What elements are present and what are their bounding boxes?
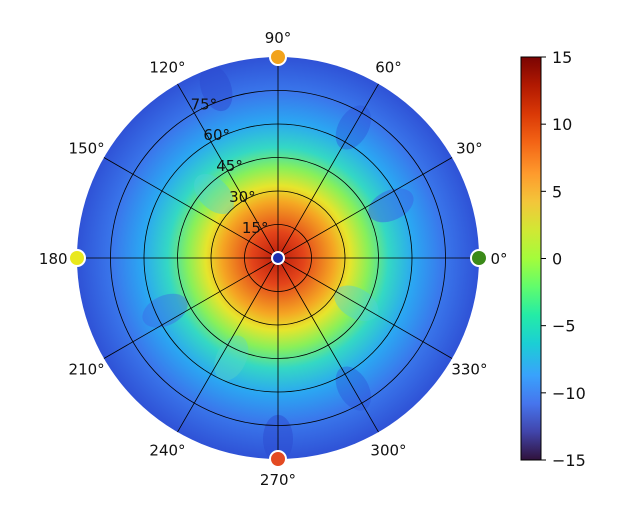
angular-gridline — [177, 257, 279, 433]
heatmap-patch — [194, 174, 235, 215]
angular-gridline — [277, 157, 453, 259]
colorbar-tick-label: −10 — [552, 384, 586, 403]
colorbar-tick-label: 10 — [552, 115, 572, 134]
edge-marker — [269, 450, 287, 468]
polar-grid — [77, 57, 479, 459]
edge-marker — [269, 48, 287, 66]
radial-tick-label: 30° — [229, 188, 256, 206]
radial-tick-label: 60° — [203, 126, 230, 144]
edge-marker — [470, 249, 488, 267]
heatmap-patch — [214, 335, 249, 381]
colorbar-tick-label: −15 — [552, 451, 586, 470]
angle-tick-label: 300° — [370, 441, 406, 459]
edge-markers — [68, 48, 488, 468]
heatmap-patch — [142, 293, 188, 328]
colorbar-ticks: 15 10 5 0 −5 −10 −15 — [541, 48, 586, 470]
angle-tick-labels: 0° 30° 60° 90° 120° 150° 180° 210° 240° 270° 300° 3… — [39, 29, 508, 489]
angular-gridline — [103, 157, 279, 259]
angular-gridline — [103, 257, 279, 359]
angular-gridline — [277, 83, 379, 259]
angle-tick-label: 180° — [39, 250, 75, 268]
radial-tick-labels: 15° 30° 45° 60° 75° — [191, 95, 269, 237]
edge-marker — [68, 249, 86, 267]
radial-tick-label: 75° — [191, 95, 218, 113]
colorbar-tick-label: −5 — [552, 317, 576, 336]
colorbar: 15 10 5 0 −5 −10 −15 — [520, 48, 586, 470]
angle-tick-label: 0° — [490, 250, 507, 268]
polar-plot-area: 15° 30° 45° 60° 75° 0° 30° 60° 90° 120° 150° 180° 2… — [39, 29, 508, 489]
angle-tick-label: 330° — [451, 361, 487, 379]
angular-gridline — [177, 83, 279, 259]
radial-tick-label: 15° — [242, 219, 269, 237]
heatmap-patch — [368, 188, 414, 223]
angle-tick-label: 30° — [456, 140, 483, 158]
angle-tick-label: 120° — [149, 59, 185, 77]
colorbar-gradient — [520, 56, 542, 461]
radial-tick-label: 45° — [216, 157, 243, 175]
colorbar-tick-label: 15 — [552, 48, 572, 67]
colorbar-tick-label: 5 — [552, 182, 562, 201]
angle-tick-label: 240° — [149, 441, 185, 459]
angle-tick-label: 270° — [260, 471, 296, 489]
angle-tick-label: 60° — [375, 59, 402, 77]
angle-tick-label: 90° — [265, 29, 292, 47]
colorbar-tick-label: 0 — [552, 250, 562, 269]
angle-tick-label: 210° — [69, 361, 105, 379]
angular-gridline — [277, 257, 453, 359]
angular-gridline — [277, 257, 379, 433]
angle-tick-label: 150° — [69, 140, 105, 158]
edge-marker — [271, 251, 285, 265]
